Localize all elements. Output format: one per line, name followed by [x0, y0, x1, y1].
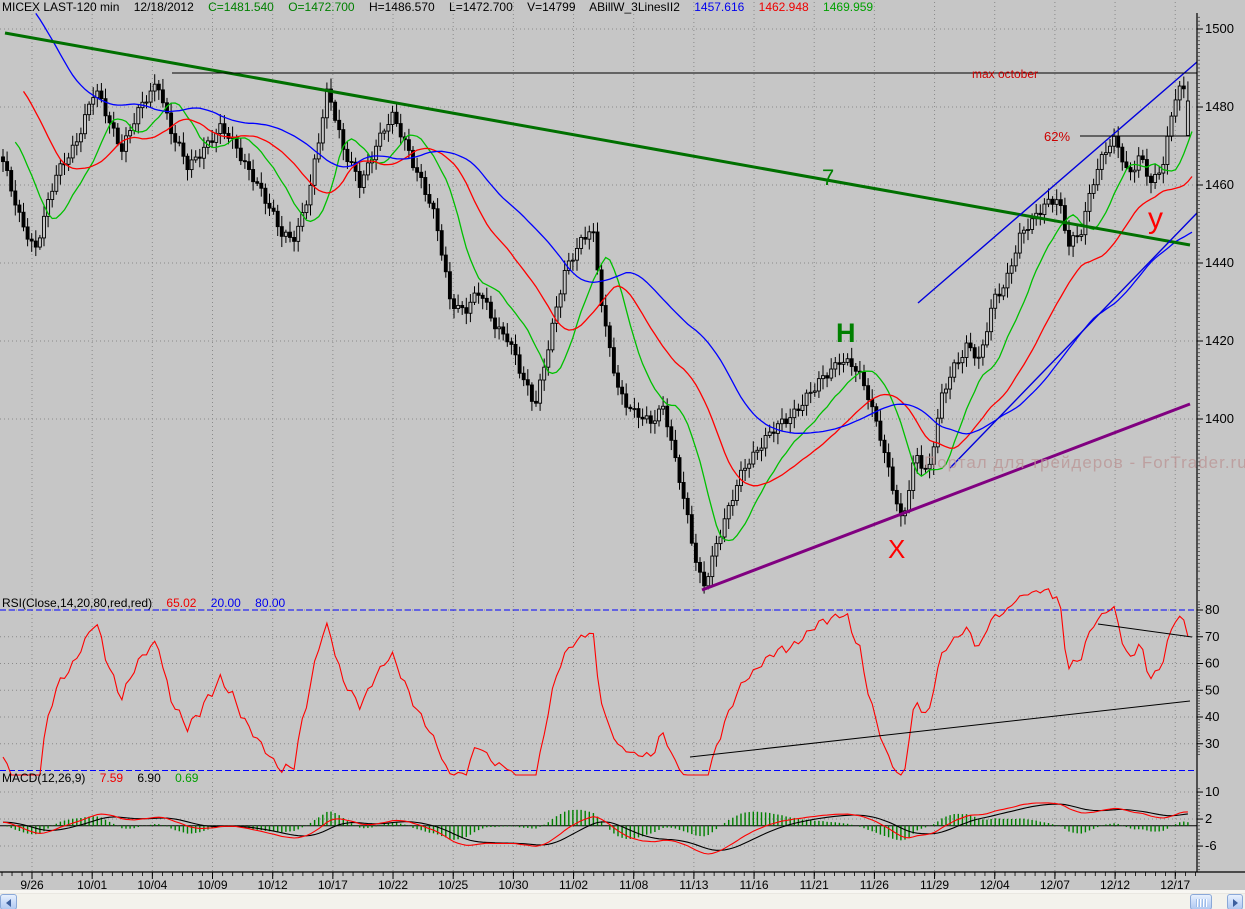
- status-strip: [0, 890, 1245, 893]
- date-tick-label: 10/09: [197, 878, 227, 892]
- volume-value: V=14799: [527, 0, 576, 14]
- date-tick-label: 12/12: [1100, 878, 1130, 892]
- date-tick-label: 10/30: [498, 878, 528, 892]
- macd-label-row: MACD(12,26,9) 7.59 6.90 0.69: [2, 771, 209, 785]
- macd-hist-value: 0.69: [175, 771, 199, 785]
- horizontal-scrollbar[interactable]: [0, 893, 1245, 909]
- ma-red-value: 1462.948: [758, 0, 809, 14]
- green-downtrend-line: [4, 31, 1191, 247]
- scroll-right-button[interactable]: [1227, 894, 1243, 909]
- price-tick-label: 1460: [1205, 177, 1234, 192]
- rsi-support-line: [689, 700, 1191, 758]
- price-tick-label: 1420: [1205, 333, 1234, 348]
- date-tick-label: 9/26: [20, 878, 44, 892]
- fib-62-label: 62%: [1044, 129, 1070, 144]
- high-value: H=1486.570: [368, 0, 435, 14]
- wave-7-label: 7: [822, 165, 834, 190]
- rsi-tick-label: 60: [1205, 656, 1219, 671]
- macd-histogram: [6, 809, 1189, 841]
- date-tick-label: 11/08: [619, 878, 648, 892]
- blue-channel-lower: [949, 212, 1198, 469]
- low-value: L=1472.700: [449, 0, 513, 14]
- date-tick-label: 11/29: [920, 878, 949, 892]
- date-tick-label: 10/22: [378, 878, 408, 892]
- price-tick-label: 1400: [1205, 411, 1234, 426]
- rsi-tick-label: 30: [1205, 736, 1219, 751]
- date-tick-label: 12/17: [1160, 878, 1190, 892]
- date-tick-label: 11/13: [679, 878, 708, 892]
- rsi-tick-label: 70: [1205, 629, 1219, 644]
- date-tick-label: 12/07: [1040, 878, 1070, 892]
- macd-signal-line: [2, 803, 1188, 851]
- thumb-grip-icon: [1196, 899, 1207, 907]
- scrollbar-thumb[interactable]: [1190, 894, 1212, 909]
- rsi-line: [2, 588, 1189, 776]
- macd-signal-value: 6.90: [137, 771, 161, 785]
- date-tick-label: 12/04: [980, 878, 1010, 892]
- close-value: C=1481.540: [208, 0, 274, 14]
- left-arrow-icon: [6, 899, 11, 907]
- ma-line-green: [14, 102, 1193, 542]
- candles-layer: [1, 74, 1190, 594]
- purple-uptrend-line: [701, 402, 1191, 592]
- max-october-label: max october: [972, 67, 1038, 81]
- macd-value: 7.59: [99, 771, 124, 785]
- ma-blue-value: 1457.616: [694, 0, 745, 14]
- right-arrow-icon: [1233, 899, 1238, 907]
- date-tick-label: 10/04: [137, 878, 167, 892]
- macd-tick-label: 10: [1205, 784, 1219, 799]
- date-tick-label: 11/02: [559, 878, 588, 892]
- wave-y-label: у: [1148, 202, 1163, 235]
- rsi-peak-line: [1097, 623, 1193, 638]
- ma-green-value: 1469.959: [823, 0, 874, 14]
- wave-x-label: X: [888, 534, 905, 564]
- price-tick-label: 1440: [1205, 255, 1234, 270]
- rsi-level-low: 20.00: [210, 596, 241, 610]
- rsi-value: 65.02: [166, 596, 197, 610]
- date-tick-label: 11/16: [739, 878, 768, 892]
- rsi-label-row: RSI(Close,14,20,80,red,red) 65.02 20.00 …: [2, 596, 296, 610]
- rsi-indicator-label: RSI(Close,14,20,80,red,red): [2, 596, 153, 610]
- date-label: 12/18/2012: [133, 0, 194, 14]
- watermark-text: Портал для трейдеров - ForTrader.ru: [924, 453, 1245, 472]
- rsi-tick-label: 50: [1205, 682, 1219, 697]
- date-tick-label: 10/25: [438, 878, 468, 892]
- scrollbar-track[interactable]: [17, 894, 1227, 909]
- date-tick-label: 10/17: [318, 878, 348, 892]
- macd-indicator-label: MACD(12,26,9): [2, 771, 86, 785]
- macd-tick-label: -6: [1205, 838, 1217, 853]
- open-value: O=1472.700: [288, 0, 355, 14]
- rsi-tick-label: 80: [1205, 602, 1219, 617]
- price-tick-label: 1500: [1205, 21, 1234, 36]
- indicator-name: ABillW_3LinesII2: [589, 0, 680, 14]
- wave-h-label: Н: [836, 318, 856, 348]
- date-tick-label: 11/26: [860, 878, 889, 892]
- date-tick-label: 11/21: [800, 878, 829, 892]
- rsi-tick-label: 40: [1205, 709, 1219, 724]
- macd-line: [2, 802, 1188, 855]
- scroll-left-button[interactable]: [0, 894, 17, 909]
- symbol-period-label: MICEX LAST-120 min: [2, 0, 120, 14]
- header-row: MICEX LAST-120 min 12/18/2012 C=1481.540…: [2, 0, 884, 14]
- ma-line-red: [22, 91, 1193, 487]
- blue-channel-upper: [917, 61, 1198, 304]
- macd-tick-label: 2: [1205, 811, 1212, 826]
- price-tick-label: 1480: [1205, 99, 1234, 114]
- rsi-level-high: 80.00: [255, 596, 286, 610]
- date-tick-label: 10/12: [258, 878, 288, 892]
- date-tick-label: 10/01: [77, 878, 107, 892]
